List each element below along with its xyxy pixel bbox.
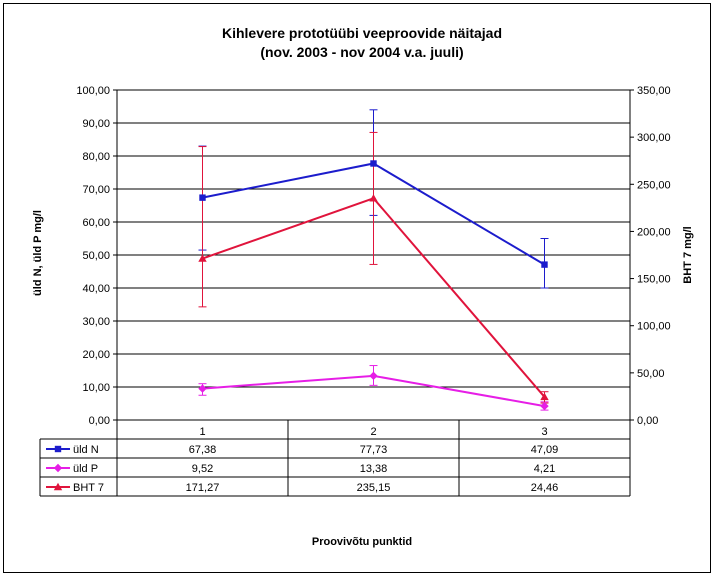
data-table-cell: 4,21 <box>534 463 555 475</box>
y2-tick-label: 100,00 <box>637 321 671 333</box>
y-tick-label: 80,00 <box>82 151 110 163</box>
legend-marker-ld-p <box>53 463 63 473</box>
data-point-ld-n <box>370 160 377 167</box>
series-markers <box>198 160 549 411</box>
data-table-cell: 9,52 <box>192 463 213 475</box>
y-tick-label: 40,00 <box>82 283 110 295</box>
legend-label: üld P <box>73 463 98 475</box>
error-bars <box>198 109 549 411</box>
data-table: 1 2 3 üld N 67,38 77,73 47,09 üld P 9,52 13,38 4,2… <box>39 419 631 497</box>
chart-title: Kihlevere prototüübi veeproovide näitaja… <box>222 25 502 41</box>
y-axis-label: üld N, üld P mg/l <box>32 210 44 296</box>
y2-tick-label: 0,00 <box>637 415 658 427</box>
x-tick-label: 1 <box>199 426 205 438</box>
y-tick-label: 0,00 <box>89 415 110 427</box>
x-axis-label: Proovivõtu punktid <box>312 536 412 548</box>
data-table-cell: 235,15 <box>357 482 391 494</box>
y-tick-label: 90,00 <box>82 118 110 130</box>
data-table-cell: 67,38 <box>189 444 217 456</box>
y2-tick-label: 150,00 <box>637 274 671 286</box>
y-tick-label: 70,00 <box>82 184 110 196</box>
data-point-bht-7 <box>540 392 549 401</box>
y2-tick-label: 50,00 <box>637 368 665 380</box>
chart: Kihlevere prototüübi veeproovide näitaja… <box>32 25 694 548</box>
data-table-cell: 47,09 <box>531 444 559 456</box>
y-tick-label: 50,00 <box>82 250 110 262</box>
y2-axis-label: BHT 7 mg/l <box>682 226 694 283</box>
data-point-ld-p <box>540 401 549 411</box>
legend-label: BHT 7 <box>73 482 104 494</box>
data-table-cell: 24,46 <box>531 482 559 494</box>
y2-tick-label: 200,00 <box>637 226 671 238</box>
legend-marker-ld-n <box>54 445 62 453</box>
y-tick-label: 10,00 <box>82 382 110 394</box>
data-point-ld-n <box>199 194 206 201</box>
y-tick-label: 30,00 <box>82 316 110 328</box>
data-point-bht-7 <box>198 254 207 262</box>
axes: 0,00 10,00 20,00 30,00 40,00 50,00 60,00 70,00 8… <box>76 85 670 427</box>
y2-tick-label: 350,00 <box>637 85 671 97</box>
y-tick-label: 60,00 <box>82 217 110 229</box>
chart-frame: Kihlevere prototüübi veeproovide näitaja… <box>3 3 711 573</box>
x-tick-label: 3 <box>541 426 547 438</box>
y-tick-label: 20,00 <box>82 349 110 361</box>
chart-subtitle: (nov. 2003 - nov 2004 v.a. juuli) <box>260 44 463 60</box>
data-table-cell: 171,27 <box>186 482 220 494</box>
data-point-ld-p <box>369 371 378 381</box>
legend-marker-bht-7 <box>53 482 63 491</box>
data-point-ld-n <box>541 261 548 268</box>
data-point-ld-p <box>198 384 207 393</box>
data-table-cell: 13,38 <box>360 463 388 475</box>
legend-label: üld N <box>73 444 99 456</box>
y2-tick-label: 300,00 <box>637 132 671 144</box>
y2-tick-label: 250,00 <box>637 179 671 191</box>
x-tick-label: 2 <box>370 426 376 438</box>
data-point-bht-7 <box>369 194 378 202</box>
y-tick-label: 100,00 <box>76 85 110 97</box>
data-table-cell: 77,73 <box>360 444 388 456</box>
